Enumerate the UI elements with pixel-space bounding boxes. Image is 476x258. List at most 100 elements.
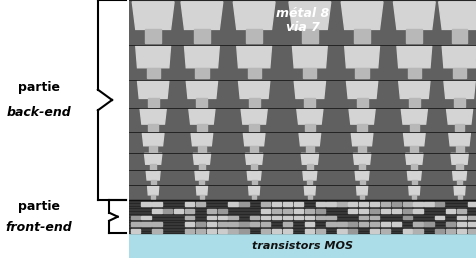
Bar xyxy=(141,222,150,226)
Bar xyxy=(152,202,161,206)
Text: back-end: back-end xyxy=(6,106,71,119)
Polygon shape xyxy=(247,171,260,180)
Bar xyxy=(152,209,161,213)
Polygon shape xyxy=(393,2,434,29)
Polygon shape xyxy=(443,81,474,99)
Bar xyxy=(358,202,367,206)
Bar xyxy=(250,216,259,219)
Bar xyxy=(467,216,476,219)
Bar xyxy=(195,68,208,78)
Bar xyxy=(467,202,476,206)
Bar xyxy=(445,209,455,213)
Bar xyxy=(355,68,368,78)
Bar xyxy=(260,202,270,206)
Polygon shape xyxy=(346,81,377,99)
Bar xyxy=(228,222,237,226)
Bar xyxy=(246,29,261,43)
Bar xyxy=(369,209,378,213)
Bar xyxy=(196,202,205,206)
Bar xyxy=(282,216,291,219)
Bar xyxy=(228,229,237,233)
Bar xyxy=(185,229,194,233)
Bar xyxy=(260,222,270,226)
Bar xyxy=(305,124,314,131)
Bar xyxy=(199,195,203,199)
Polygon shape xyxy=(302,171,316,180)
Bar xyxy=(413,209,422,213)
Bar xyxy=(452,68,465,78)
Bar xyxy=(454,124,463,131)
Bar xyxy=(251,180,256,184)
Text: via 7: via 7 xyxy=(285,21,319,34)
Bar xyxy=(307,195,311,199)
Bar xyxy=(146,68,159,78)
Bar xyxy=(412,195,416,199)
Bar xyxy=(402,216,411,219)
Bar xyxy=(315,229,324,233)
Bar xyxy=(196,229,205,233)
Bar xyxy=(304,209,313,213)
Bar xyxy=(347,202,357,206)
Bar xyxy=(380,209,389,213)
Polygon shape xyxy=(137,81,169,99)
Bar xyxy=(250,222,259,226)
Polygon shape xyxy=(238,81,269,99)
Polygon shape xyxy=(233,2,275,29)
Bar xyxy=(149,146,157,152)
Bar xyxy=(282,229,291,233)
Bar xyxy=(249,146,258,152)
Bar xyxy=(129,200,476,233)
Polygon shape xyxy=(240,109,267,124)
Polygon shape xyxy=(191,133,212,146)
Bar xyxy=(260,229,270,233)
Polygon shape xyxy=(132,2,174,29)
Bar xyxy=(406,29,421,43)
Bar xyxy=(260,216,270,219)
Bar xyxy=(252,195,256,199)
Bar xyxy=(271,229,281,233)
Polygon shape xyxy=(243,133,264,146)
Bar xyxy=(282,202,291,206)
Text: transistors MOS: transistors MOS xyxy=(252,241,353,251)
Bar xyxy=(391,209,400,213)
Bar xyxy=(369,216,378,219)
Polygon shape xyxy=(292,46,327,68)
Bar xyxy=(196,99,207,107)
Bar xyxy=(148,124,158,131)
Bar xyxy=(380,222,389,226)
Bar xyxy=(152,222,161,226)
Polygon shape xyxy=(184,46,219,68)
Text: partie: partie xyxy=(18,200,60,213)
Polygon shape xyxy=(147,186,159,195)
Bar xyxy=(456,216,465,219)
Bar xyxy=(282,209,291,213)
Bar xyxy=(198,146,206,152)
Bar xyxy=(196,222,205,226)
Bar xyxy=(380,229,389,233)
Bar xyxy=(199,180,204,184)
Polygon shape xyxy=(196,186,207,195)
Bar xyxy=(301,29,317,43)
Bar xyxy=(369,222,378,226)
Bar xyxy=(303,68,316,78)
Bar xyxy=(315,216,324,219)
Bar xyxy=(304,99,315,107)
Bar xyxy=(307,180,312,184)
Bar xyxy=(337,222,346,226)
Bar xyxy=(456,222,465,226)
Bar xyxy=(249,124,258,131)
Bar xyxy=(409,146,417,152)
Bar xyxy=(147,99,159,107)
Bar xyxy=(293,202,302,206)
Polygon shape xyxy=(450,153,467,164)
Bar xyxy=(174,209,183,213)
Polygon shape xyxy=(296,109,322,124)
Bar xyxy=(185,216,194,219)
Bar xyxy=(369,229,378,233)
Bar xyxy=(456,229,465,233)
Text: métal 8: métal 8 xyxy=(276,7,329,20)
Bar xyxy=(282,222,291,226)
Bar xyxy=(358,209,367,213)
Bar xyxy=(141,216,150,219)
Bar xyxy=(354,29,369,43)
